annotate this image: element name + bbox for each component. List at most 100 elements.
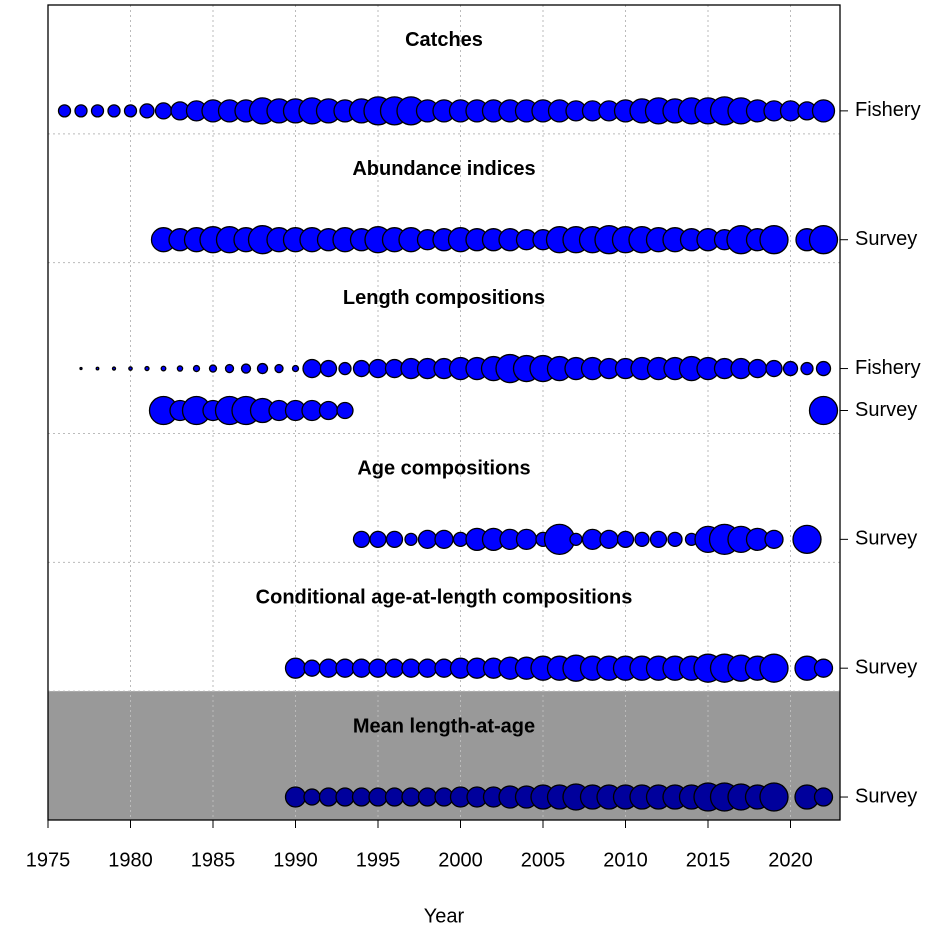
bubble: [123, 104, 138, 118]
bubble: [815, 360, 832, 377]
y-tick-label: Fishery: [855, 99, 921, 121]
y-tick-label: Survey: [855, 656, 917, 678]
bubble: [813, 658, 834, 678]
bubble: [808, 395, 839, 426]
bubble: [667, 531, 683, 547]
bubble: [384, 787, 405, 807]
bubble: [417, 658, 438, 678]
bubble: [95, 366, 100, 371]
x-axis-label: Year: [424, 905, 465, 927]
bubble: [385, 530, 404, 548]
bubble: [318, 658, 339, 678]
bubble: [747, 358, 768, 379]
bubble: [284, 786, 307, 808]
bubble: [369, 530, 387, 548]
panel-title: Age compositions: [357, 458, 530, 480]
x-tick-label: 1975: [26, 849, 71, 871]
panel-title: Mean length-at-age: [353, 715, 535, 737]
bubble: [256, 362, 269, 375]
panel-title: Abundance indices: [352, 158, 535, 180]
bubble: [368, 787, 388, 807]
bubble: [813, 787, 834, 807]
bubble: [139, 103, 155, 119]
bubble: [352, 530, 371, 548]
bubble: [351, 658, 372, 678]
bubble: [107, 104, 121, 118]
bubble: [335, 658, 355, 678]
bubble: [90, 104, 105, 118]
bubble: [154, 102, 173, 120]
bubble: [634, 531, 650, 547]
bubble: [274, 363, 284, 374]
bubble: [434, 529, 454, 549]
bubble: [224, 363, 235, 374]
bubble: [351, 787, 372, 807]
bubble: [192, 364, 201, 373]
x-tick-label: 1990: [273, 849, 318, 871]
panel-title: Catches: [405, 29, 483, 51]
bubble: [302, 358, 322, 379]
bubble: [208, 364, 218, 373]
bubble: [404, 532, 418, 546]
bubble: [384, 658, 405, 678]
x-tick-label: 1985: [191, 849, 236, 871]
x-tick-label: 2010: [603, 849, 648, 871]
x-tick-label: 1995: [356, 849, 401, 871]
bubble: [368, 658, 388, 678]
bubble: [318, 787, 339, 807]
y-tick-label: Survey: [855, 528, 917, 550]
bubble: [759, 225, 789, 255]
bubble: [79, 366, 83, 371]
bubble: [782, 360, 799, 377]
bubble: [338, 361, 352, 376]
x-tick-label: 2020: [768, 849, 813, 871]
bubble: [759, 653, 789, 683]
bubble: [599, 529, 619, 549]
bubble: [569, 532, 583, 546]
bubble: [401, 658, 421, 678]
bubble: [111, 366, 117, 371]
bubble: [74, 104, 88, 118]
bubble: [765, 359, 783, 378]
bubble: [368, 358, 388, 379]
bubble: [335, 787, 355, 807]
bubble: [352, 359, 371, 378]
bubble: [792, 524, 822, 554]
bubble: [515, 528, 538, 550]
bubble: [808, 225, 839, 255]
bubble: [57, 104, 72, 118]
bubble: [417, 787, 438, 807]
bubble: [291, 364, 300, 373]
x-tick-label: 2000: [438, 849, 483, 871]
bubble: [759, 782, 789, 812]
bubble: [303, 659, 321, 677]
bubble: [401, 787, 421, 807]
bubble: [800, 361, 814, 376]
bubble: [240, 363, 252, 374]
bubble: [616, 530, 635, 548]
bubble: [176, 365, 184, 372]
y-tick-label: Survey: [855, 785, 917, 807]
bubble: [284, 657, 307, 679]
x-tick-label: 1980: [108, 849, 153, 871]
bubble: [811, 99, 836, 123]
bubble: [128, 366, 133, 371]
bubble: [336, 401, 354, 420]
x-tick-label: 2005: [521, 849, 566, 871]
bubble: [649, 530, 668, 548]
plot-frame: [47, 4, 841, 821]
bubble: [764, 529, 784, 549]
bubble: [318, 400, 339, 421]
bubble: [303, 788, 321, 806]
x-tick-label: 2015: [686, 849, 731, 871]
bubble: [319, 359, 338, 378]
panel-title: Length compositions: [343, 287, 545, 309]
bubble: [144, 365, 150, 372]
bubble: [160, 365, 167, 372]
bubble: [417, 529, 438, 549]
panel-title: Conditional age-at-length compositions: [256, 587, 633, 609]
y-tick-label: Survey: [855, 399, 917, 421]
y-tick-label: Survey: [855, 228, 917, 250]
y-tick-label: Fishery: [855, 357, 921, 379]
